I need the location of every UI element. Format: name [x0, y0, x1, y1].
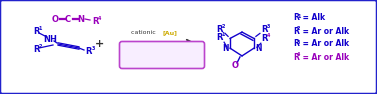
Text: 4: 4 [297, 53, 300, 58]
Text: R: R [86, 47, 92, 56]
Text: = Ar or Alk: = Ar or Alk [300, 39, 349, 49]
Text: R: R [33, 45, 39, 55]
Text: N: N [222, 44, 229, 53]
Text: R: R [293, 39, 299, 49]
Text: R: R [262, 34, 268, 43]
Text: 3: 3 [267, 24, 271, 29]
Text: of N-cyclization: of N-cyclization [136, 57, 187, 62]
Text: R: R [293, 53, 299, 61]
Text: 3: 3 [91, 47, 95, 52]
Text: R: R [216, 33, 222, 42]
Text: R: R [262, 25, 268, 34]
Text: 1: 1 [221, 32, 225, 37]
Text: = Ar or Alk: = Ar or Alk [300, 27, 349, 36]
Text: C: C [65, 14, 71, 24]
Text: R: R [293, 27, 299, 36]
Text: 4: 4 [267, 33, 271, 38]
Text: O: O [231, 61, 239, 70]
Text: +: + [95, 39, 105, 49]
Text: cationic: cationic [131, 30, 158, 36]
FancyBboxPatch shape [120, 41, 204, 69]
Text: N: N [78, 14, 84, 24]
Text: 1: 1 [38, 25, 42, 30]
Text: R: R [92, 17, 98, 25]
Text: = Ar or Alk: = Ar or Alk [300, 53, 349, 61]
Text: 4: 4 [98, 17, 101, 22]
Text: N: N [255, 44, 261, 53]
Text: 1: 1 [297, 14, 300, 19]
Text: 2: 2 [297, 27, 300, 31]
Text: [Au]: [Au] [162, 30, 177, 36]
Text: endo-selectivity: endo-selectivity [135, 49, 188, 54]
Text: 2: 2 [221, 24, 225, 29]
Text: R: R [33, 27, 39, 36]
Text: 3: 3 [297, 39, 300, 44]
Text: R: R [293, 14, 299, 22]
Text: 2: 2 [38, 44, 42, 50]
Text: O: O [52, 14, 58, 24]
Text: = Alk: = Alk [300, 14, 325, 22]
Text: NH: NH [43, 34, 57, 44]
Text: R: R [216, 25, 222, 34]
